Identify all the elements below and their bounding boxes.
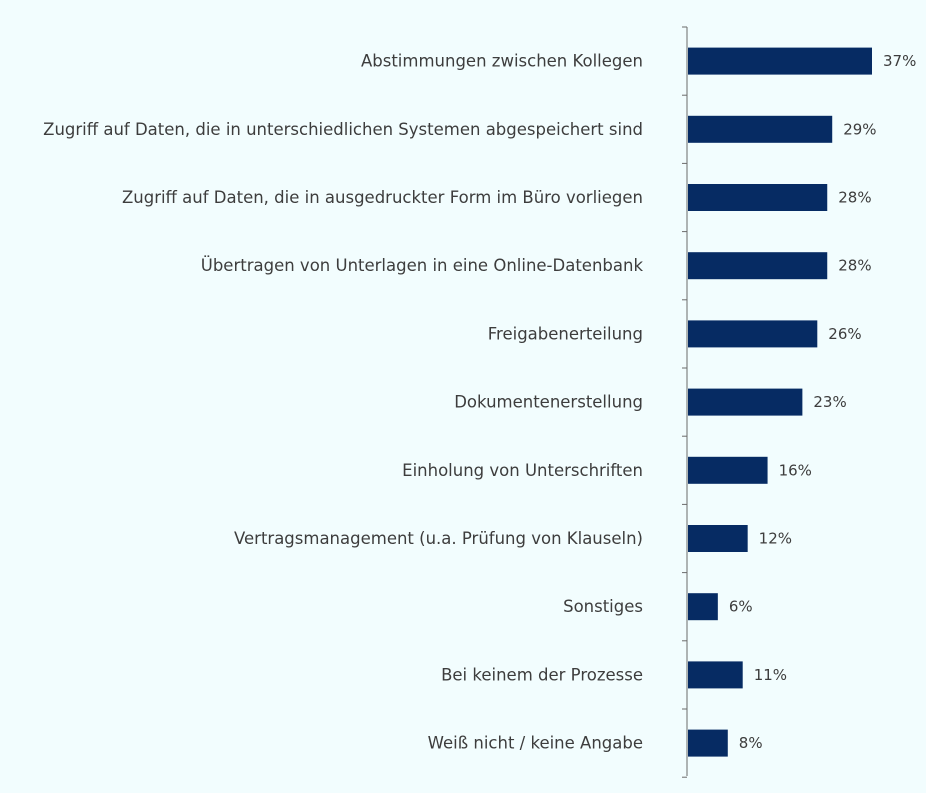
data-label: 12% — [759, 530, 792, 548]
category-label: Abstimmungen zwischen Kollegen — [361, 52, 643, 71]
bar — [688, 320, 818, 348]
bar — [688, 388, 803, 416]
bar — [688, 661, 743, 689]
bar — [688, 525, 748, 552]
data-label: 29% — [843, 120, 876, 138]
bar — [688, 115, 833, 143]
category-label: Bei keinem der Prozesse — [441, 665, 643, 684]
bar — [688, 184, 828, 211]
category-label: Dokumentenerstellung — [454, 393, 643, 412]
category-label: Zugriff auf Daten, die in unterschiedlic… — [43, 120, 643, 139]
category-label: Weiß nicht / keine Angabe — [428, 734, 643, 753]
data-label: 28% — [838, 189, 871, 207]
data-label: 23% — [813, 393, 846, 411]
bar — [688, 456, 768, 484]
bar — [688, 593, 718, 621]
data-label: 6% — [729, 598, 753, 616]
data-label: 16% — [779, 461, 812, 479]
category-label: Vertragsmanagement (u.a. Prüfung von Kla… — [234, 529, 643, 548]
data-label: 11% — [754, 666, 787, 684]
category-label: Übertragen von Unterlagen in eine Online… — [201, 256, 644, 275]
category-label: Sonstiges — [563, 597, 643, 616]
category-label: Zugriff auf Daten, die in ausgedruckter … — [122, 188, 643, 207]
category-label: Einholung von Unterschriften — [402, 461, 643, 480]
data-label: 37% — [883, 52, 916, 70]
category-label: Freigabenerteilung — [488, 324, 643, 343]
bar — [688, 47, 872, 75]
data-label: 26% — [828, 325, 861, 343]
bar — [688, 729, 728, 757]
data-label: 8% — [739, 734, 763, 752]
data-label: 28% — [838, 257, 871, 275]
bar — [688, 252, 828, 280]
